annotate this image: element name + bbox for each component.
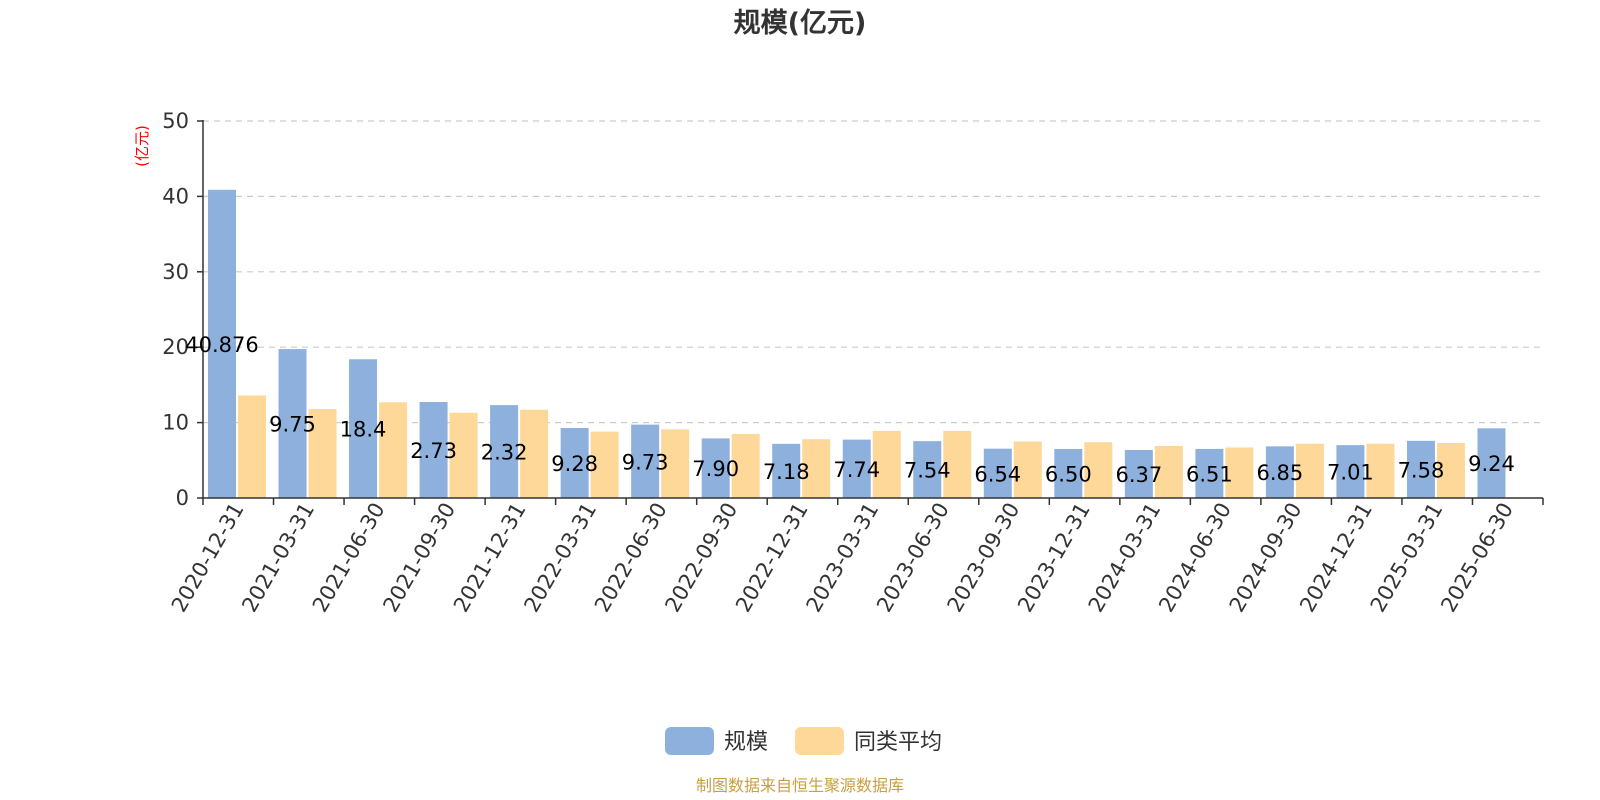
- bar-value-label: 6.50: [1045, 462, 1092, 486]
- bar-peer-average: [731, 433, 760, 498]
- bar-scale: [1195, 448, 1224, 498]
- x-tick-label: 2023-12-31: [1013, 499, 1095, 617]
- bar-value-label: 7.18: [763, 460, 810, 484]
- x-tick-label: 2021-03-31: [237, 499, 319, 617]
- bar-scale: [208, 189, 236, 498]
- bar-scale: [842, 439, 871, 498]
- bar-value-label: 18.4: [340, 418, 387, 442]
- x-tick-label: 2022-06-30: [590, 499, 672, 617]
- bar-scale: [631, 424, 660, 498]
- x-tick-label: 2024-12-31: [1295, 499, 1377, 617]
- y-axis-unit-label: (亿元): [133, 125, 151, 167]
- bar-peer-average: [590, 431, 619, 498]
- x-tick-label: 2022-03-31: [519, 499, 601, 617]
- bar-peer-average: [449, 412, 478, 498]
- bar-peer-average: [1013, 441, 1042, 498]
- x-tick-label: 2022-09-30: [660, 499, 742, 617]
- bar-peer-average: [802, 439, 831, 498]
- bar-value-label: 6.37: [1115, 463, 1162, 487]
- x-tick-label: 2024-03-31: [1084, 499, 1166, 617]
- bar-value-label: 7.74: [833, 458, 880, 482]
- bar-peer-average: [308, 409, 337, 498]
- bar-scale: [278, 349, 307, 498]
- bar-scale: [913, 441, 942, 498]
- bar-scale: [419, 402, 448, 498]
- bar-value-label: 6.51: [1186, 462, 1233, 486]
- x-tick-label: 2020-12-31: [167, 499, 249, 617]
- bar-peer-average: [872, 430, 901, 498]
- x-tick-label: 2021-09-30: [378, 499, 460, 617]
- bar-scale: [772, 443, 801, 498]
- x-tick-label: 2023-06-30: [872, 499, 954, 617]
- bar-value-label: 9.75: [269, 413, 316, 437]
- bar-scale: [1477, 428, 1506, 498]
- source-note: 制图数据来自恒生聚源数据库: [696, 776, 904, 795]
- bar-peer-average: [1295, 443, 1324, 498]
- x-tick-label: 2024-06-30: [1154, 499, 1236, 617]
- y-tick-label: 20: [162, 335, 189, 359]
- bar-peer-average: [943, 430, 972, 498]
- bar-value-label: 2.73: [410, 439, 457, 463]
- bar-value-label: 40.876: [185, 333, 258, 357]
- bar-scale: [349, 359, 378, 498]
- bar-scale: [701, 438, 730, 498]
- bar-scale: [490, 405, 519, 498]
- x-tick-label: 2021-06-30: [308, 499, 390, 617]
- legend-swatch: [665, 727, 714, 755]
- bar-scale: [560, 428, 589, 498]
- bars: [208, 189, 1506, 498]
- bar-value-label: 9.28: [551, 452, 598, 476]
- y-tick-label: 0: [176, 486, 189, 510]
- legend-swatch: [795, 727, 844, 755]
- bar-scale: [1406, 440, 1435, 498]
- legend[interactable]: 规模 同类平均: [665, 727, 942, 755]
- bar-peer-average: [1436, 442, 1465, 498]
- bar-peer-average: [1084, 442, 1113, 498]
- bar-scale: [983, 448, 1012, 498]
- bar-peer-average: [1225, 447, 1254, 498]
- bar-value-label: 2.32: [481, 441, 528, 465]
- x-tick-label: 2023-03-31: [802, 499, 884, 617]
- bar-value-label: 7.54: [904, 459, 951, 483]
- bar-scale: [1054, 448, 1083, 498]
- bar-value-label: 9.24: [1468, 452, 1515, 476]
- bar-peer-average: [1366, 443, 1395, 498]
- bar-peer-average: [238, 395, 266, 498]
- x-tick-label: 2025-03-31: [1366, 499, 1448, 617]
- bar-peer-average: [379, 402, 408, 498]
- legend-label: 规模: [724, 730, 768, 755]
- bar-value-label: 6.54: [974, 462, 1021, 486]
- grid-lines: [203, 120, 1543, 424]
- legend-label: 同类平均: [854, 730, 942, 755]
- bar-value-label: 9.73: [622, 450, 669, 474]
- y-tick-label: 40: [162, 184, 189, 208]
- x-tick-label: 2021-12-31: [449, 499, 531, 617]
- y-tick-label: 10: [162, 411, 189, 435]
- bar-value-label: 7.01: [1327, 461, 1374, 485]
- x-tick-label: 2023-09-30: [943, 499, 1025, 617]
- x-tick-label: 2022-12-31: [731, 499, 813, 617]
- bar-peer-average: [1154, 445, 1183, 498]
- bar-peer-average: [520, 409, 549, 498]
- y-tick-label: 50: [162, 109, 189, 133]
- x-tick-label: 2025-06-30: [1436, 499, 1518, 617]
- bar-value-label: 6.85: [1257, 461, 1304, 485]
- value-labels: 40.876 9.75 18.4 2.73 2.32 9.28 9.73 7.90 7.18 7.…: [185, 333, 1515, 487]
- bar-scale: [1265, 446, 1294, 498]
- bar-value-label: 7.90: [692, 457, 739, 481]
- bar-value-label: 7.58: [1398, 458, 1445, 482]
- chart-title: 规模(亿元): [734, 8, 867, 39]
- bar-scale: [1124, 449, 1153, 498]
- bar-scale: [1336, 445, 1365, 498]
- y-tick-label: 30: [162, 260, 189, 284]
- bar-peer-average: [661, 429, 690, 498]
- x-tick-label: 2024-09-30: [1225, 499, 1307, 617]
